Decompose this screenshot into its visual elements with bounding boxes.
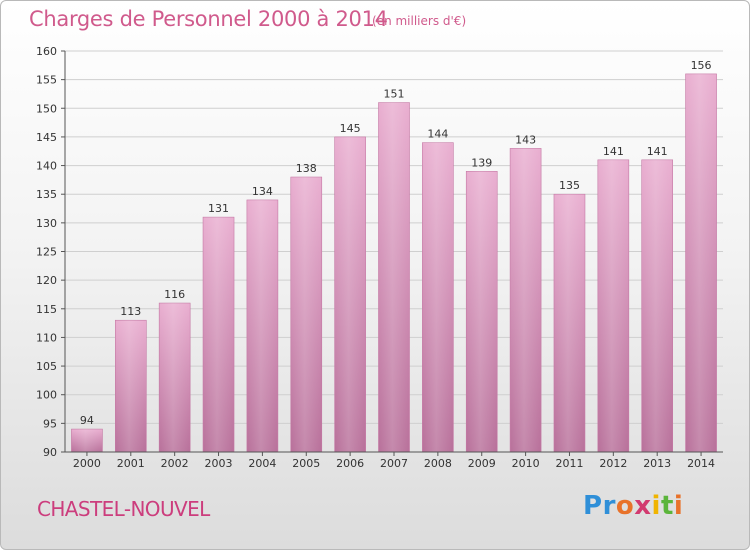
value-label: 94 <box>80 414 94 427</box>
value-label: 156 <box>691 59 712 72</box>
value-label: 116 <box>164 288 185 301</box>
y-tick-label: 145 <box>36 131 57 144</box>
value-label: 141 <box>603 145 624 158</box>
y-tick-label: 140 <box>36 160 57 173</box>
x-tick-label: 2003 <box>205 457 233 470</box>
x-tick-label: 2005 <box>292 457 320 470</box>
bar-highlight <box>290 177 322 452</box>
y-tick-label: 160 <box>36 45 57 58</box>
bar-highlight <box>334 136 366 452</box>
value-label: 151 <box>384 88 405 101</box>
x-tick-label: 2009 <box>468 457 496 470</box>
value-label: 113 <box>120 305 141 318</box>
value-label: 144 <box>427 128 448 141</box>
y-tick-label: 105 <box>36 360 57 373</box>
y-tick-label: 135 <box>36 188 57 201</box>
x-tick-label: 2008 <box>424 457 452 470</box>
value-label: 141 <box>647 145 668 158</box>
bar-highlight <box>685 73 717 453</box>
bar-highlight <box>203 217 235 452</box>
chart-subtitle: (en milliers d'€) <box>372 14 467 28</box>
value-label: 138 <box>296 162 317 175</box>
y-tick-label: 130 <box>36 217 57 230</box>
x-tick-label: 2012 <box>599 457 627 470</box>
bars <box>71 73 717 453</box>
y-tick-label: 125 <box>36 246 57 259</box>
y-tick-label: 110 <box>36 331 57 344</box>
y-tick-label: 100 <box>36 389 57 402</box>
bar-highlight <box>641 159 673 453</box>
x-tick-label: 2000 <box>73 457 101 470</box>
x-tick-label: 2007 <box>380 457 408 470</box>
commune-name: CHASTEL-NOUVEL <box>37 497 210 521</box>
y-tick-label: 95 <box>43 417 57 430</box>
value-label: 145 <box>340 122 361 135</box>
value-label: 134 <box>252 185 273 198</box>
bar-highlight <box>510 148 542 452</box>
x-tick-label: 2011 <box>555 457 583 470</box>
y-tick-label: 115 <box>36 303 57 316</box>
value-label: 143 <box>515 133 536 146</box>
bar-highlight <box>553 194 585 452</box>
x-tick-label: 2001 <box>117 457 145 470</box>
axes: 90 95 100 105 110 115 120 125 130 135 140 145 150 155… <box>36 45 723 470</box>
bar-chart: 94 113 116 131 134 138 145 151 144 139 143 135 141 14… <box>36 45 723 470</box>
x-tick-label: 2004 <box>248 457 276 470</box>
value-labels: 94 113 116 131 134 138 145 151 144 139 143 135 141 14… <box>80 59 712 427</box>
x-tick-label: 2006 <box>336 457 364 470</box>
bar-highlight <box>422 142 454 452</box>
bar-highlight <box>115 320 147 452</box>
x-tick-label: 2013 <box>643 457 671 470</box>
bar-highlight <box>597 159 629 453</box>
bar-highlight <box>246 199 278 452</box>
bar-highlight <box>466 171 498 453</box>
x-tick-label: 2014 <box>687 457 715 470</box>
chart-title: Charges de Personnel 2000 à 2014 <box>29 7 388 31</box>
y-tick-label: 155 <box>36 74 57 87</box>
y-tick-label: 120 <box>36 274 57 287</box>
bar-highlight <box>71 429 103 452</box>
bar-highlight <box>159 303 191 452</box>
value-label: 135 <box>559 179 580 192</box>
x-tick-label: 2002 <box>161 457 189 470</box>
y-tick-label: 90 <box>43 446 57 459</box>
x-tick-label: 2010 <box>512 457 540 470</box>
value-label: 139 <box>471 156 492 169</box>
y-tick-label: 150 <box>36 102 57 115</box>
value-label: 131 <box>208 202 229 215</box>
proxiti-logo: Proxiti <box>583 491 684 521</box>
bar-highlight <box>378 102 410 453</box>
